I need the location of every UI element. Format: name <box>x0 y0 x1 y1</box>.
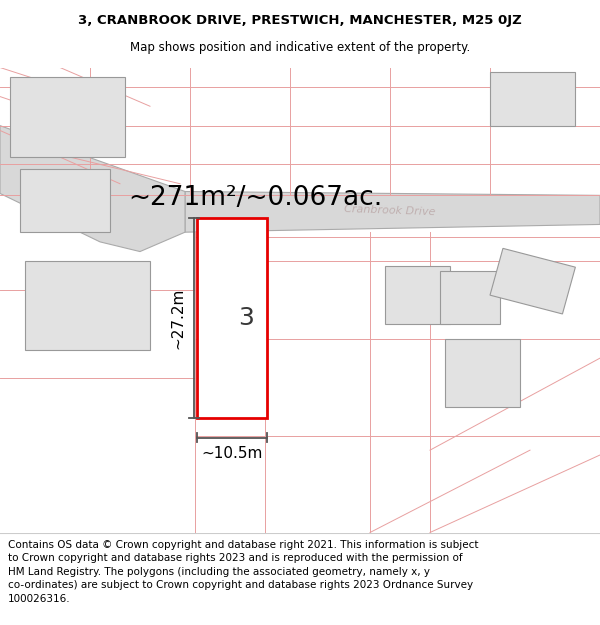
Text: HM Land Registry. The polygons (including the associated geometry, namely x, y: HM Land Registry. The polygons (includin… <box>8 567 430 577</box>
Bar <box>25 261 150 351</box>
Text: co-ordinates) are subject to Crown copyright and database rights 2023 Ordnance S: co-ordinates) are subject to Crown copyr… <box>8 580 473 590</box>
Text: ~271m²/~0.067ac.: ~271m²/~0.067ac. <box>128 185 382 211</box>
Text: ~10.5m: ~10.5m <box>202 446 263 461</box>
Bar <box>445 339 520 406</box>
Bar <box>197 217 267 418</box>
Text: Map shows position and indicative extent of the property.: Map shows position and indicative extent… <box>130 41 470 54</box>
Text: to Crown copyright and database rights 2023 and is reproduced with the permissio: to Crown copyright and database rights 2… <box>8 553 463 563</box>
Text: ~27.2m: ~27.2m <box>170 288 185 349</box>
Polygon shape <box>185 191 600 232</box>
Polygon shape <box>0 126 185 251</box>
Text: Cranbrook Drive: Cranbrook Drive <box>344 204 436 217</box>
Bar <box>440 271 500 324</box>
Text: Contains OS data © Crown copyright and database right 2021. This information is : Contains OS data © Crown copyright and d… <box>8 539 479 549</box>
Bar <box>490 72 575 126</box>
Bar <box>20 169 110 232</box>
Text: 100026316.: 100026316. <box>8 594 71 604</box>
Text: 3, CRANBROOK DRIVE, PRESTWICH, MANCHESTER, M25 0JZ: 3, CRANBROOK DRIVE, PRESTWICH, MANCHESTE… <box>78 14 522 27</box>
Bar <box>10 77 125 157</box>
Text: 3: 3 <box>238 306 254 330</box>
Bar <box>385 266 450 324</box>
Bar <box>490 248 575 314</box>
